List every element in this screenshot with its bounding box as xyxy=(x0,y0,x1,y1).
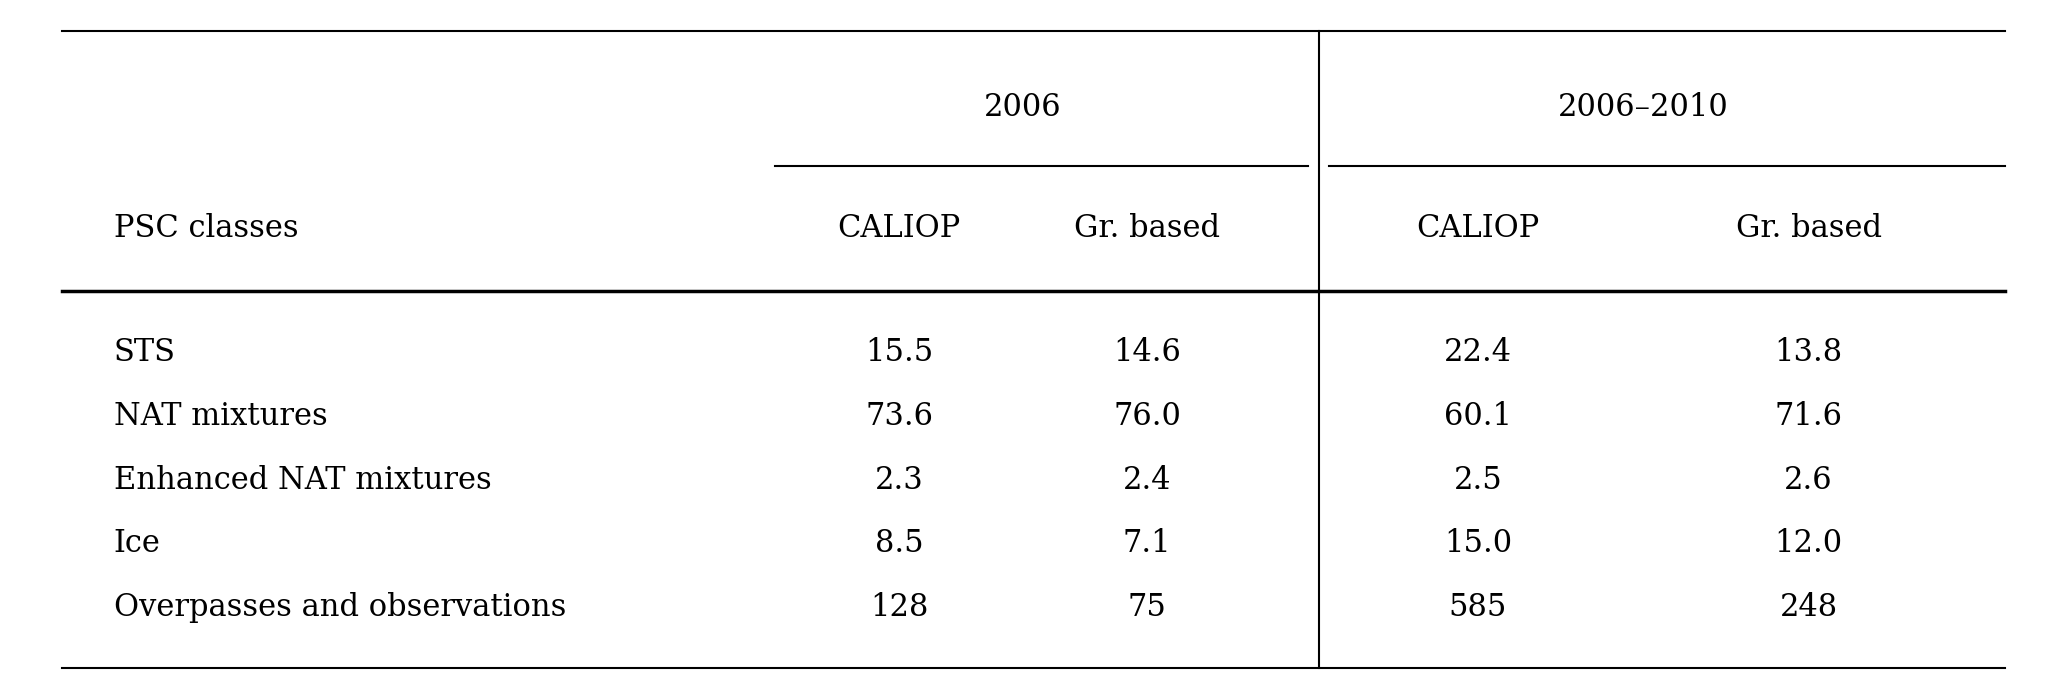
Text: 22.4: 22.4 xyxy=(1445,338,1511,368)
Text: 75: 75 xyxy=(1129,592,1166,623)
Text: NAT mixtures: NAT mixtures xyxy=(114,401,327,432)
Text: 8.5: 8.5 xyxy=(874,529,924,559)
Text: CALIOP: CALIOP xyxy=(837,213,961,244)
Text: 7.1: 7.1 xyxy=(1122,529,1172,559)
Text: 15.0: 15.0 xyxy=(1445,529,1511,559)
Text: 2006–2010: 2006–2010 xyxy=(1559,92,1728,122)
Text: 2.5: 2.5 xyxy=(1453,465,1503,495)
Text: 248: 248 xyxy=(1780,592,1838,623)
Text: 71.6: 71.6 xyxy=(1776,401,1842,432)
Text: 128: 128 xyxy=(870,592,928,623)
Text: 12.0: 12.0 xyxy=(1776,529,1842,559)
Text: 73.6: 73.6 xyxy=(866,401,932,432)
Text: 2.4: 2.4 xyxy=(1122,465,1172,495)
Text: Gr. based: Gr. based xyxy=(1736,213,1881,244)
Text: CALIOP: CALIOP xyxy=(1416,213,1540,244)
Text: 2006: 2006 xyxy=(984,92,1062,122)
Text: 14.6: 14.6 xyxy=(1114,338,1180,368)
Text: 76.0: 76.0 xyxy=(1114,401,1180,432)
Text: 2.3: 2.3 xyxy=(874,465,924,495)
Text: Overpasses and observations: Overpasses and observations xyxy=(114,592,566,623)
Text: PSC classes: PSC classes xyxy=(114,213,298,244)
Text: STS: STS xyxy=(114,338,176,368)
Text: Enhanced NAT mixtures: Enhanced NAT mixtures xyxy=(114,465,492,495)
Text: 60.1: 60.1 xyxy=(1445,401,1511,432)
Text: Ice: Ice xyxy=(114,529,161,559)
Text: 15.5: 15.5 xyxy=(864,338,934,368)
Text: Gr. based: Gr. based xyxy=(1075,213,1220,244)
Text: 2.6: 2.6 xyxy=(1784,465,1833,495)
Text: 585: 585 xyxy=(1449,592,1507,623)
Text: 13.8: 13.8 xyxy=(1776,338,1842,368)
